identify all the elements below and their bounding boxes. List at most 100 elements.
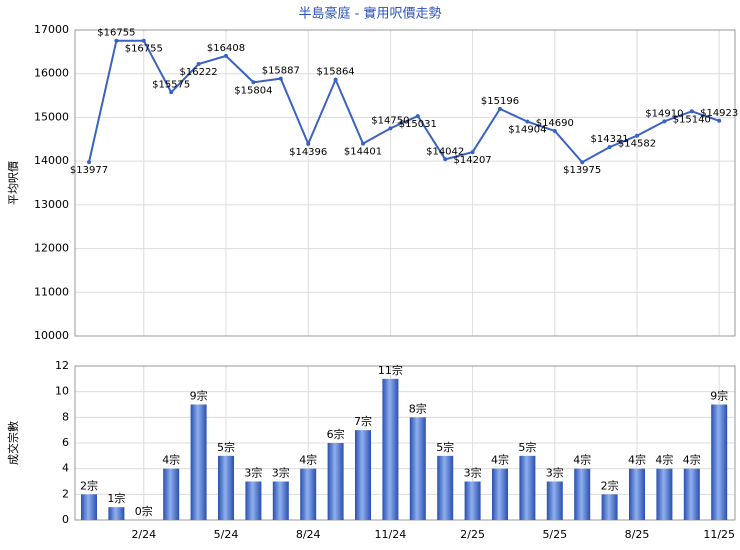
- point: [717, 118, 722, 123]
- bar: [81, 494, 97, 520]
- bar: [355, 430, 371, 520]
- data-label: $14923: [700, 108, 738, 119]
- point: [114, 38, 119, 43]
- bar: [519, 455, 536, 520]
- data-label: 9宗: [190, 389, 208, 403]
- bar: [711, 404, 728, 520]
- data-label: $14582: [618, 139, 656, 150]
- data-label: 6宗: [327, 427, 345, 441]
- bar: [492, 468, 508, 520]
- data-label: 4宗: [655, 453, 673, 467]
- data-label: 5宗: [518, 440, 536, 454]
- point: [415, 114, 420, 119]
- data-label: $15140: [673, 114, 711, 125]
- bar: [272, 481, 289, 520]
- data-label: $15887: [262, 66, 300, 77]
- data-label: 4宗: [683, 453, 701, 467]
- y-tick-label: 4: [62, 462, 69, 475]
- data-label: $13975: [563, 165, 601, 176]
- point: [443, 157, 448, 162]
- x-tick-label: 8/24: [296, 528, 321, 541]
- line: [88, 39, 720, 164]
- data-label: $16755: [125, 44, 163, 55]
- point: [361, 141, 365, 146]
- y-tick-label: 15000: [34, 110, 69, 123]
- data-label: $14396: [289, 147, 327, 158]
- bar: [382, 378, 399, 520]
- data-label: 9宗: [710, 389, 728, 403]
- data-label: $15575: [152, 79, 190, 90]
- point: [470, 150, 475, 155]
- data-label: 8宗: [409, 401, 427, 415]
- point: [580, 160, 585, 165]
- x-tick-label: 11/25: [703, 528, 735, 541]
- data-label: $14904: [508, 125, 546, 136]
- bar: [409, 417, 426, 520]
- data-label: 4宗: [162, 453, 180, 467]
- x-tick-label: 11/24: [375, 528, 407, 541]
- data-label: 7宗: [354, 414, 372, 428]
- data-label: $14910: [645, 108, 683, 119]
- bar: [629, 468, 645, 520]
- plot-frame: [74, 29, 736, 337]
- y-tick-label: 16000: [34, 67, 69, 80]
- point: [525, 119, 530, 124]
- data-label: 3宗: [464, 466, 482, 480]
- point: [169, 90, 174, 95]
- data-label: 3宗: [546, 466, 564, 480]
- bar: [437, 455, 454, 520]
- y-axis-label: 平均呎價: [6, 161, 20, 205]
- y-tick-label: 6: [62, 436, 69, 449]
- x-tick-label: 8/25: [625, 528, 650, 541]
- bar: [163, 468, 180, 520]
- x-tick-label: 5/24: [214, 528, 239, 541]
- data-label: $14207: [454, 155, 492, 166]
- data-label: 4宗: [628, 453, 646, 467]
- bar: [546, 481, 563, 520]
- point: [278, 76, 283, 81]
- data-label: 11宗: [378, 363, 403, 377]
- x-tick-label: 2/25: [460, 528, 485, 541]
- y-tick-label: 12: [55, 359, 69, 372]
- data-label: $14401: [344, 147, 382, 158]
- y-axis-label: 成交宗數: [6, 421, 20, 465]
- bar: [656, 468, 673, 520]
- data-label: 1宗: [107, 491, 125, 505]
- data-label: $16408: [207, 43, 245, 54]
- point: [689, 109, 694, 114]
- point: [251, 80, 256, 85]
- chart-title: 半島豪庭 - 實用呎價走勢: [299, 6, 442, 22]
- data-label: $14321: [591, 134, 629, 145]
- point: [498, 106, 502, 111]
- data-label: 4宗: [491, 453, 509, 467]
- bar: [574, 468, 591, 520]
- data-label: 2宗: [601, 478, 619, 492]
- point: [635, 133, 639, 138]
- point: [388, 126, 393, 131]
- point: [552, 128, 557, 133]
- data-label: 3宗: [272, 466, 290, 480]
- plot-frame: [74, 365, 736, 521]
- point: [196, 62, 201, 67]
- data-label: $16755: [97, 28, 135, 39]
- bar: [300, 468, 317, 520]
- y-tick-label: 10: [55, 385, 69, 398]
- point: [306, 141, 311, 146]
- point: [87, 160, 91, 165]
- data-label: 5宗: [217, 440, 235, 454]
- bar: [601, 494, 618, 520]
- data-label: $15196: [481, 96, 519, 107]
- data-label: $15864: [317, 67, 355, 78]
- y-tick-label: 0: [62, 513, 69, 526]
- point: [607, 145, 612, 150]
- data-label: 2宗: [80, 478, 98, 492]
- bar: [327, 443, 344, 520]
- y-tick-label: 17000: [34, 23, 69, 36]
- y-tick-label: 13000: [34, 198, 69, 211]
- y-tick-label: 10000: [34, 329, 69, 342]
- data-label: 3宗: [244, 466, 262, 480]
- bar: [218, 455, 234, 520]
- point: [224, 53, 228, 58]
- bar: [464, 481, 481, 520]
